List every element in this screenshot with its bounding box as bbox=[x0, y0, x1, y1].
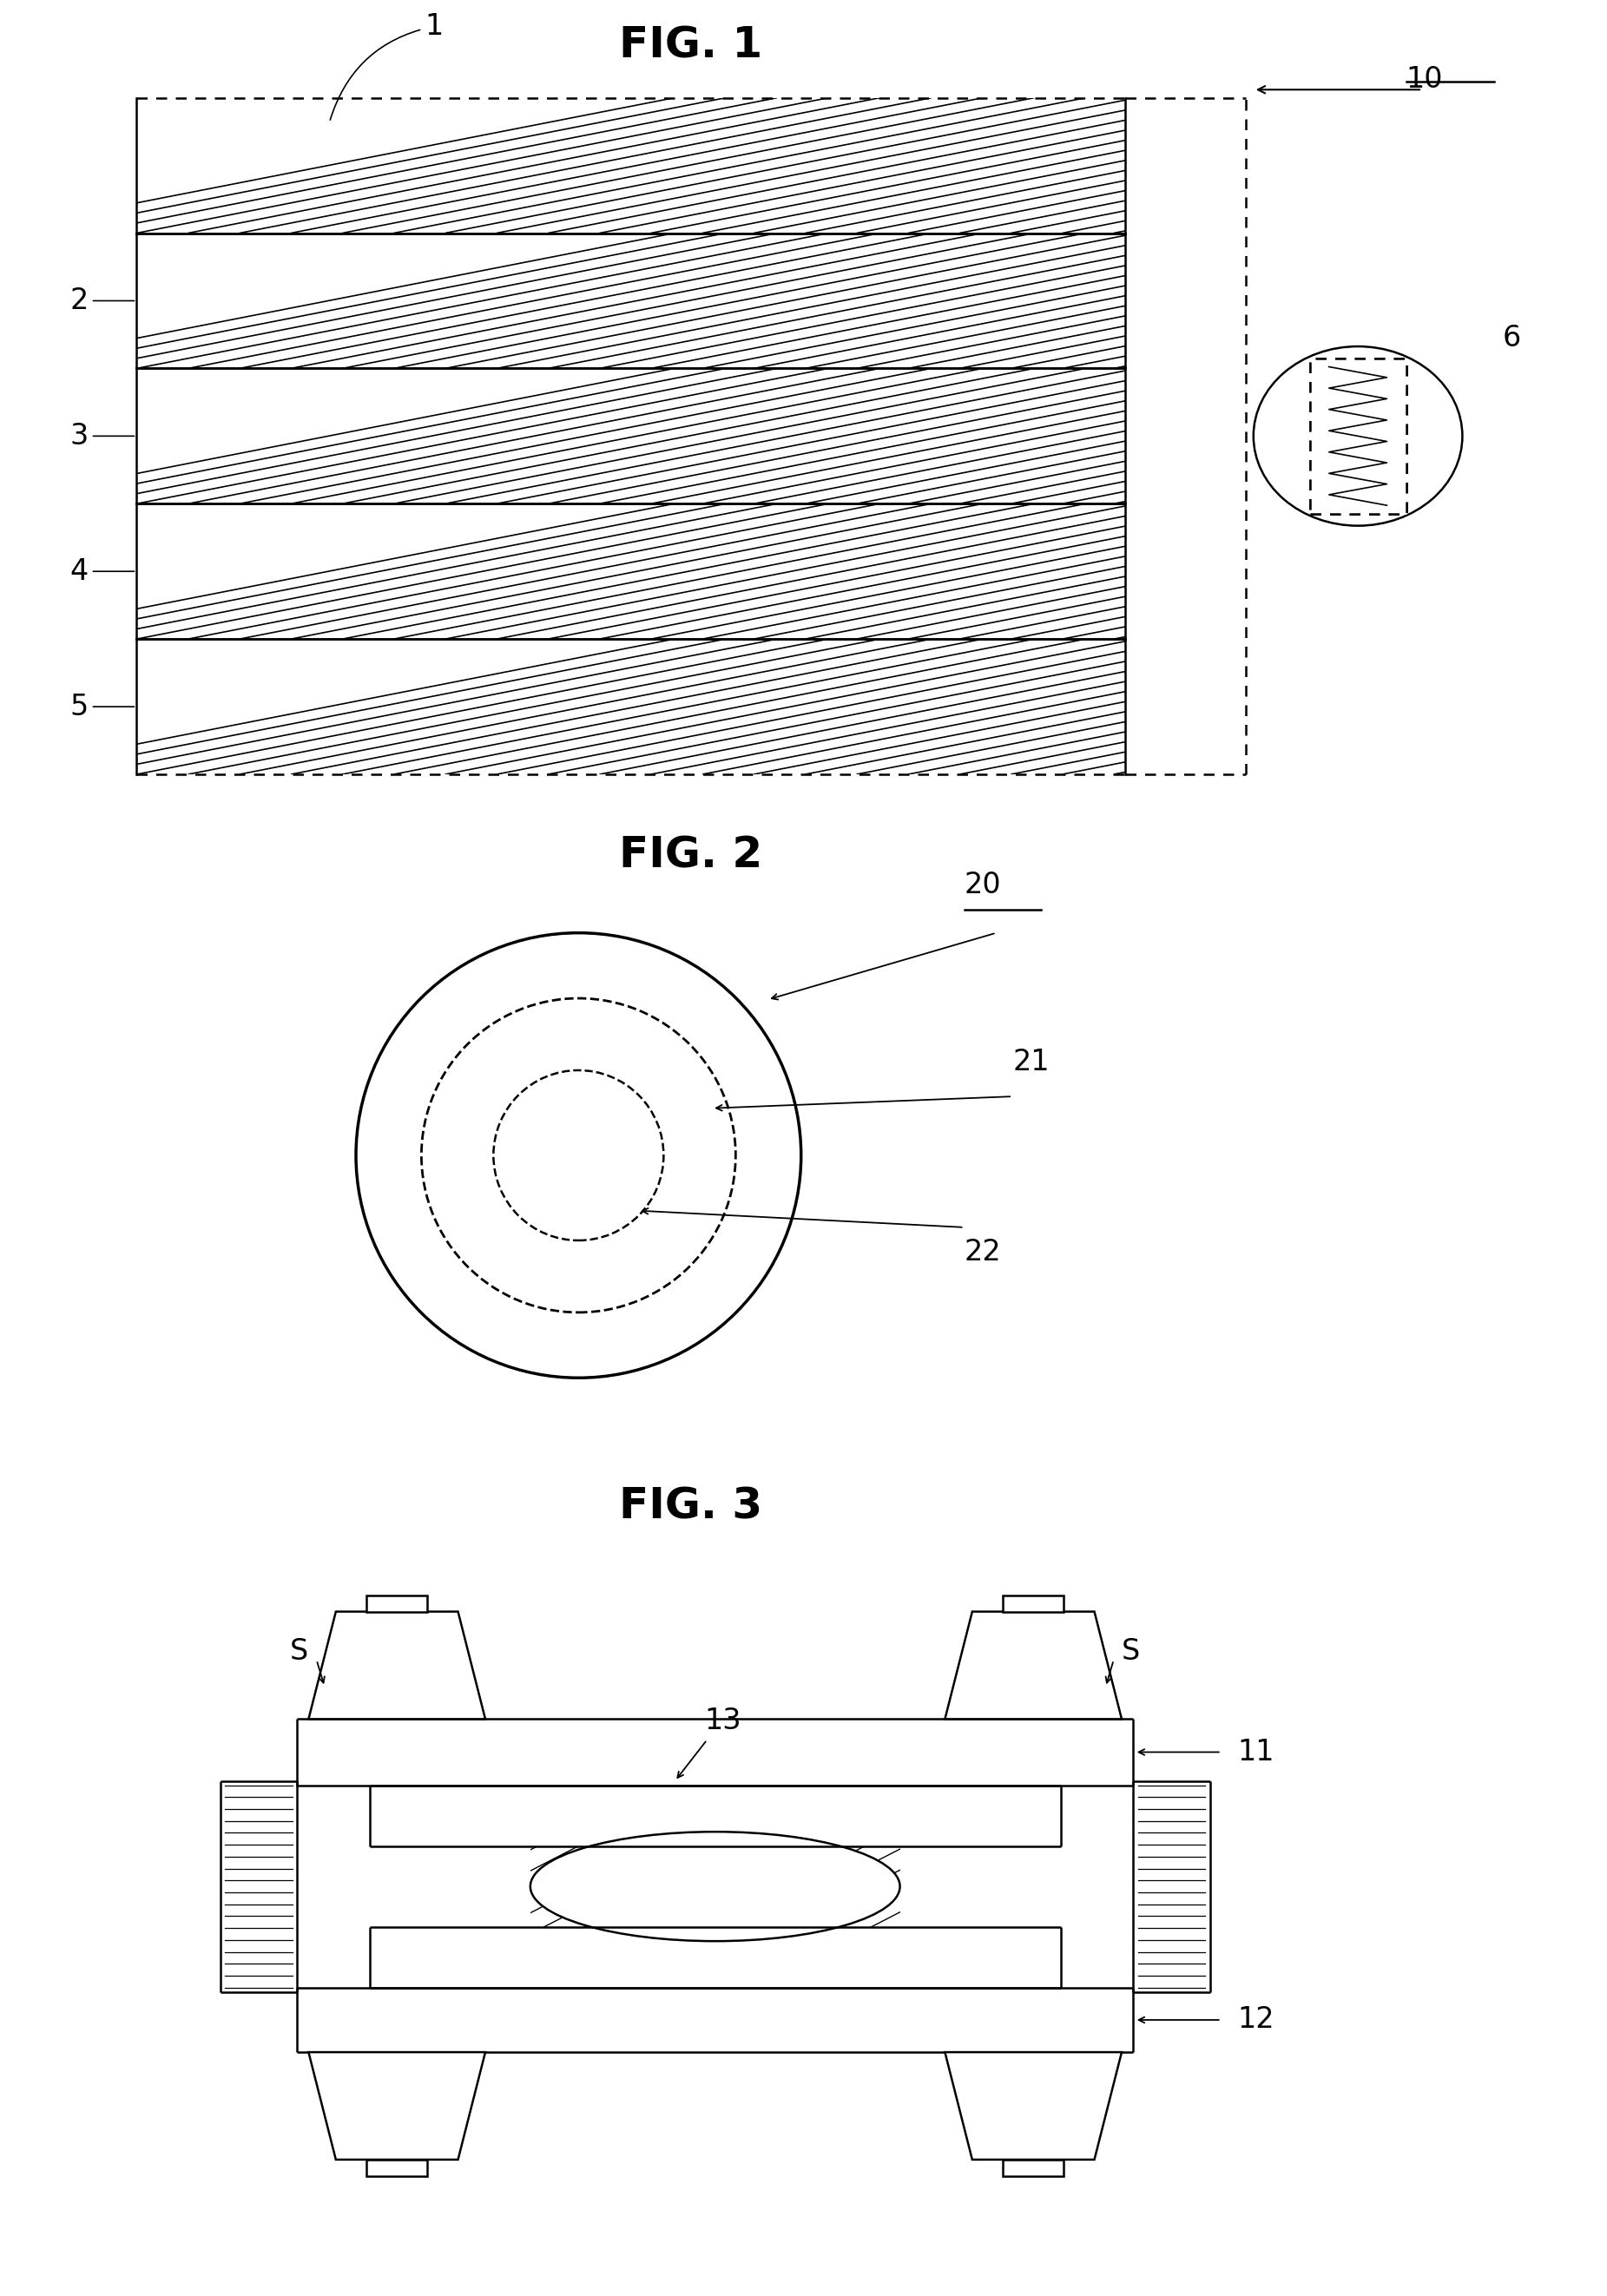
Ellipse shape bbox=[421, 999, 736, 1313]
Text: S: S bbox=[1122, 1637, 1139, 1667]
Text: 20: 20 bbox=[964, 870, 1001, 900]
Text: 6: 6 bbox=[1503, 324, 1520, 354]
Text: 3: 3 bbox=[71, 422, 133, 450]
Text: 5: 5 bbox=[71, 693, 133, 721]
Ellipse shape bbox=[1253, 347, 1462, 526]
Text: FIG. 2: FIG. 2 bbox=[619, 836, 763, 877]
Bar bbox=[297, 1720, 1133, 1786]
Text: 13: 13 bbox=[705, 1706, 741, 1736]
Polygon shape bbox=[945, 1612, 1122, 1720]
Bar bbox=[370, 1926, 1061, 1988]
Polygon shape bbox=[945, 2053, 1122, 2161]
Bar bbox=[366, 2161, 427, 2177]
Text: FIG. 1: FIG. 1 bbox=[619, 25, 763, 67]
Bar bbox=[370, 1786, 1061, 1846]
Bar bbox=[1003, 1596, 1064, 1612]
Bar bbox=[1310, 358, 1406, 514]
Bar bbox=[297, 1988, 1133, 2053]
Bar bbox=[1310, 358, 1406, 514]
Ellipse shape bbox=[530, 1832, 900, 1940]
Ellipse shape bbox=[357, 932, 800, 1378]
Bar bbox=[1133, 1782, 1210, 1993]
Text: 22: 22 bbox=[964, 1238, 1001, 1265]
Text: S: S bbox=[291, 1637, 309, 1667]
Text: 1: 1 bbox=[329, 11, 444, 119]
Bar bbox=[366, 1596, 427, 1612]
Text: 12: 12 bbox=[1237, 2007, 1274, 2034]
Ellipse shape bbox=[493, 1070, 664, 1240]
Text: 10: 10 bbox=[1406, 64, 1443, 94]
Text: 11: 11 bbox=[1237, 1738, 1274, 1766]
Text: 4: 4 bbox=[71, 558, 133, 585]
Bar bbox=[137, 234, 1125, 367]
Bar bbox=[137, 503, 1125, 638]
Bar bbox=[137, 367, 1125, 503]
Text: 21: 21 bbox=[1012, 1047, 1049, 1077]
Bar bbox=[1003, 2161, 1064, 2177]
Text: FIG. 3: FIG. 3 bbox=[619, 1486, 763, 1527]
Bar bbox=[220, 1782, 297, 1993]
Polygon shape bbox=[309, 2053, 485, 2161]
Bar bbox=[137, 638, 1125, 774]
Bar bbox=[137, 99, 1125, 234]
Polygon shape bbox=[309, 1612, 485, 1720]
Text: 2: 2 bbox=[69, 287, 133, 315]
